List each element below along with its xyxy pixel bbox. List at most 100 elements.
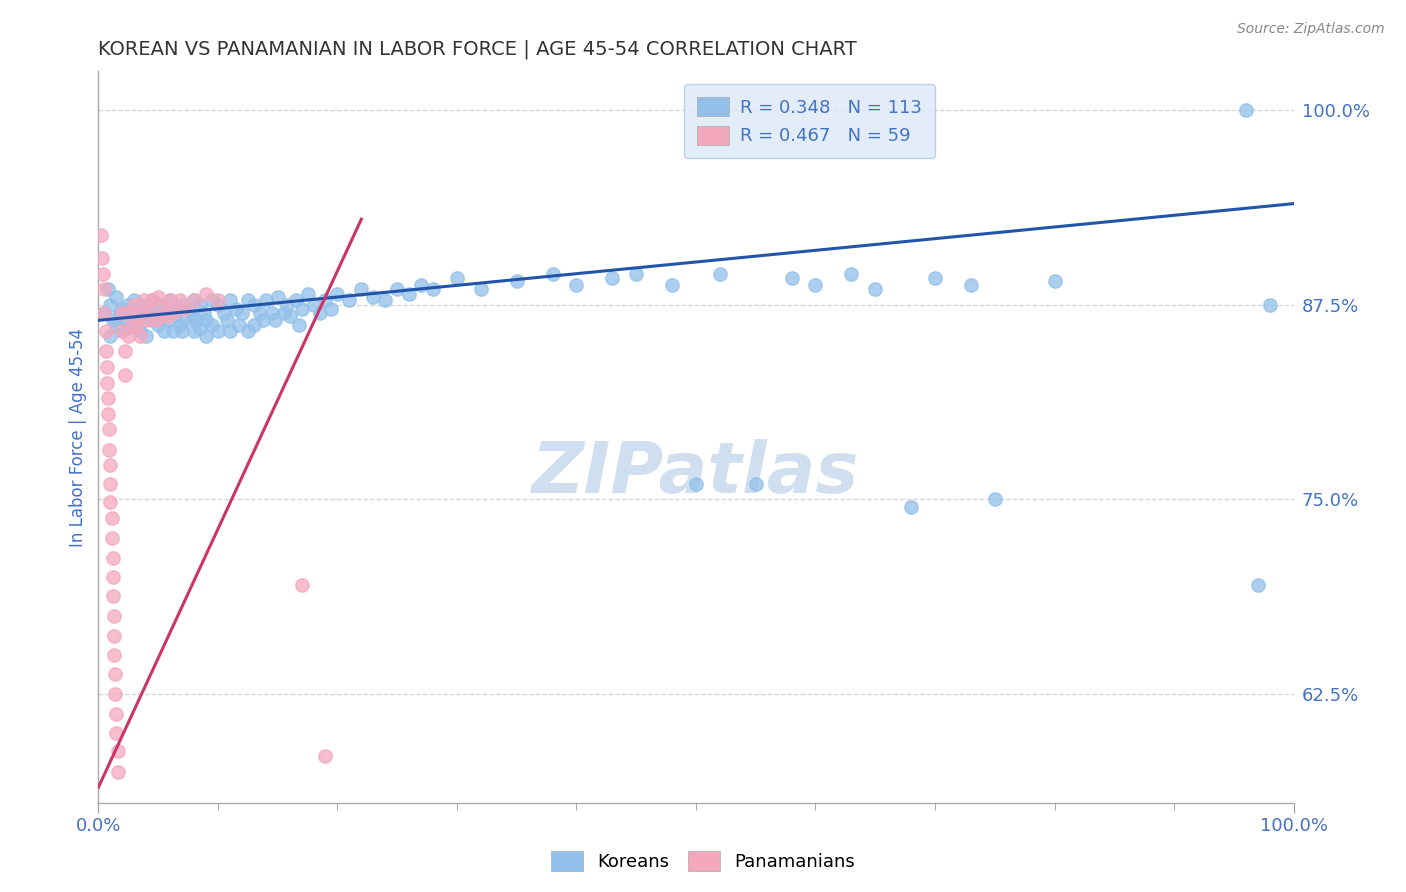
Y-axis label: In Labor Force | Age 45-54: In Labor Force | Age 45-54 — [69, 327, 87, 547]
Point — [745, 476, 768, 491]
Point — [297, 286, 319, 301]
Point — [124, 313, 146, 327]
Point — [339, 293, 361, 307]
Point — [326, 286, 349, 301]
Point — [172, 298, 194, 312]
Point — [100, 511, 122, 525]
Point — [207, 293, 229, 307]
Point — [183, 293, 205, 307]
Point — [243, 298, 266, 312]
Point — [411, 277, 433, 292]
Point — [225, 302, 247, 317]
Point — [984, 492, 1007, 507]
Point — [159, 293, 181, 307]
Point — [159, 313, 181, 327]
Point — [98, 495, 122, 509]
Point — [91, 251, 114, 265]
Point — [101, 313, 124, 327]
Point — [125, 318, 148, 332]
Point — [315, 749, 337, 764]
Point — [385, 282, 409, 296]
Point — [159, 293, 181, 307]
Point — [121, 318, 143, 332]
Point — [117, 329, 139, 343]
Point — [201, 318, 224, 332]
Point — [626, 267, 648, 281]
Point — [685, 476, 707, 491]
Point — [446, 271, 468, 285]
Point — [195, 313, 218, 327]
Point — [124, 298, 146, 312]
Point — [180, 309, 202, 323]
Point — [900, 500, 922, 515]
Point — [219, 324, 242, 338]
Point — [148, 298, 170, 312]
Point — [98, 458, 122, 472]
Point — [219, 293, 242, 307]
Point — [103, 609, 125, 624]
Point — [207, 298, 229, 312]
Point — [96, 359, 118, 374]
Point — [321, 302, 343, 317]
Point — [1234, 103, 1257, 118]
Point — [105, 318, 128, 332]
Point — [254, 293, 277, 307]
Point — [276, 298, 298, 312]
Point — [104, 666, 127, 681]
Point — [302, 298, 325, 312]
Point — [97, 391, 120, 405]
Point — [960, 277, 983, 292]
Point — [541, 267, 564, 281]
Point — [132, 298, 155, 312]
Point — [398, 286, 420, 301]
Point — [135, 329, 157, 343]
Point — [709, 267, 731, 281]
Point — [315, 293, 337, 307]
Point — [193, 305, 215, 319]
Point — [108, 305, 131, 319]
Point — [94, 324, 117, 338]
Point — [308, 305, 330, 319]
Point — [141, 293, 163, 307]
Point — [96, 376, 118, 390]
Point — [602, 271, 624, 285]
Point — [207, 324, 229, 338]
Point — [162, 324, 184, 338]
Point — [101, 551, 124, 566]
Point — [173, 302, 195, 317]
Legend: R = 0.348   N = 113, R = 0.467   N = 59: R = 0.348 N = 113, R = 0.467 N = 59 — [685, 84, 935, 158]
Point — [94, 344, 117, 359]
Point — [135, 309, 157, 323]
Point — [100, 531, 122, 545]
Point — [1043, 275, 1066, 289]
Point — [148, 290, 170, 304]
Point — [661, 277, 683, 292]
Point — [169, 318, 191, 332]
Point — [291, 578, 314, 592]
Point — [1247, 578, 1270, 592]
Point — [104, 687, 127, 701]
Point — [117, 298, 139, 312]
Point — [804, 277, 827, 292]
Point — [129, 305, 152, 319]
Point — [173, 313, 195, 327]
Point — [243, 318, 266, 332]
Point — [129, 305, 152, 319]
Point — [117, 305, 139, 319]
Point — [363, 290, 385, 304]
Point — [135, 313, 157, 327]
Point — [172, 324, 194, 338]
Point — [125, 321, 148, 335]
Point — [188, 298, 211, 312]
Point — [129, 324, 152, 338]
Point — [98, 442, 121, 457]
Point — [228, 318, 250, 332]
Point — [217, 313, 239, 327]
Point — [98, 298, 122, 312]
Point — [153, 298, 176, 312]
Point — [267, 290, 290, 304]
Point — [236, 293, 259, 307]
Point — [124, 293, 146, 307]
Point — [506, 275, 529, 289]
Point — [107, 764, 129, 779]
